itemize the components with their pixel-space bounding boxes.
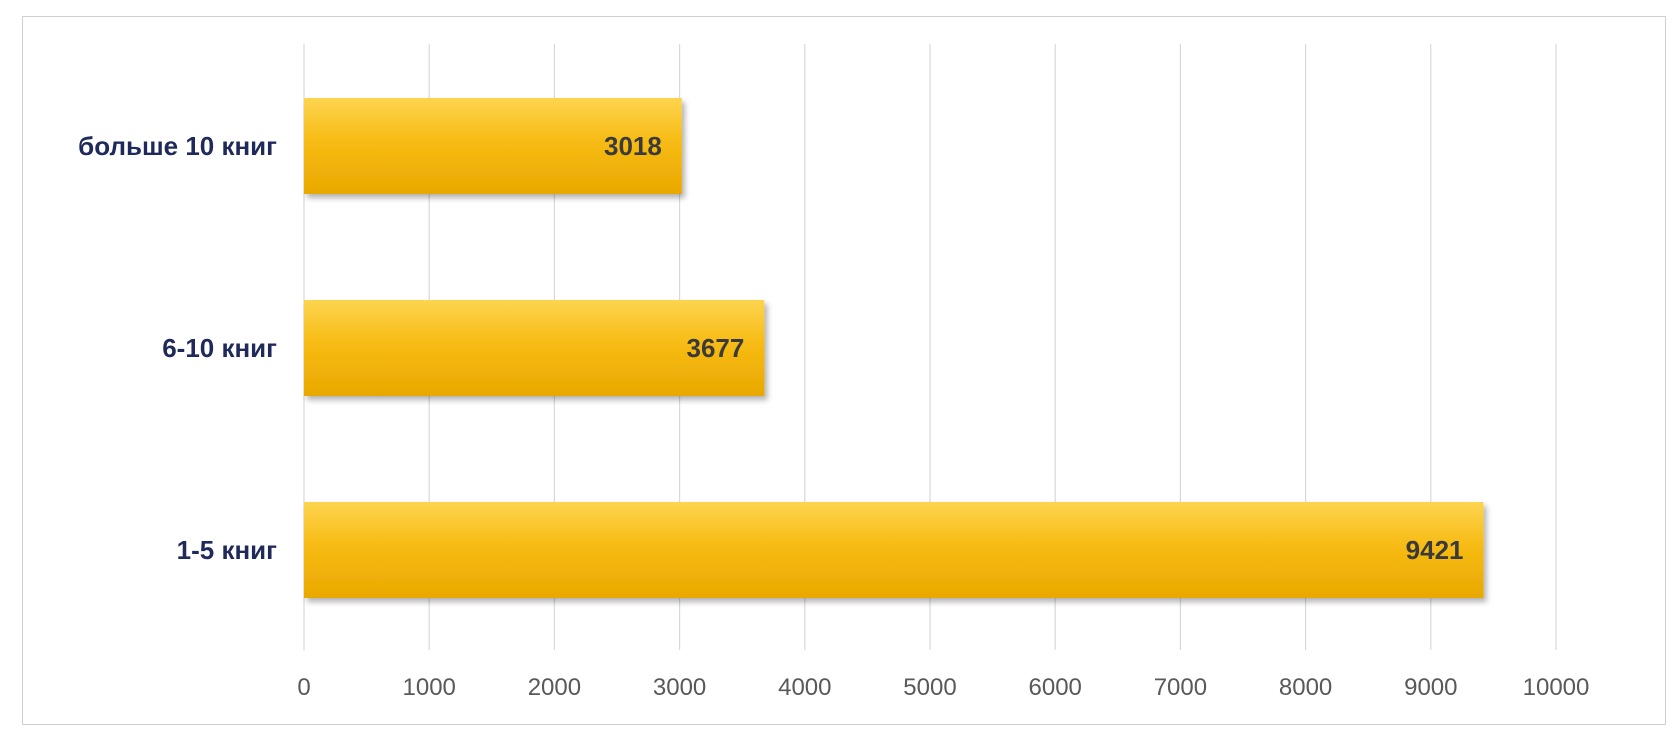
bar	[304, 502, 1484, 598]
x-tick-label: 6000	[1029, 674, 1082, 701]
bar-value-label: 9421	[1406, 535, 1464, 565]
x-tick-label: 1000	[403, 674, 456, 701]
x-tick-label: 4000	[778, 674, 831, 701]
bars	[304, 98, 1484, 598]
bar-value-label: 3018	[604, 131, 662, 161]
x-tick-label: 3000	[653, 674, 706, 701]
chart-frame	[22, 16, 1666, 725]
bar	[304, 98, 682, 194]
labels: 0 1000 2000 3000 4000 5000 6000 7000 8000 9000 100…	[78, 131, 1589, 701]
x-tick-label: 2000	[528, 674, 581, 701]
category-label: 6-10 книг	[162, 333, 277, 363]
category-label: больше 10 книг	[78, 131, 277, 161]
bar	[304, 300, 765, 396]
bar-value-label: 3677	[687, 333, 745, 363]
x-tick-label: 7000	[1154, 674, 1207, 701]
x-tick-label: 10000	[1523, 674, 1590, 701]
x-tick-label: 0	[297, 674, 310, 701]
x-tick-label: 5000	[903, 674, 956, 701]
category-label: 1-5 книг	[177, 535, 278, 565]
x-tick-label: 8000	[1279, 674, 1332, 701]
x-tick-label: 9000	[1404, 674, 1457, 701]
